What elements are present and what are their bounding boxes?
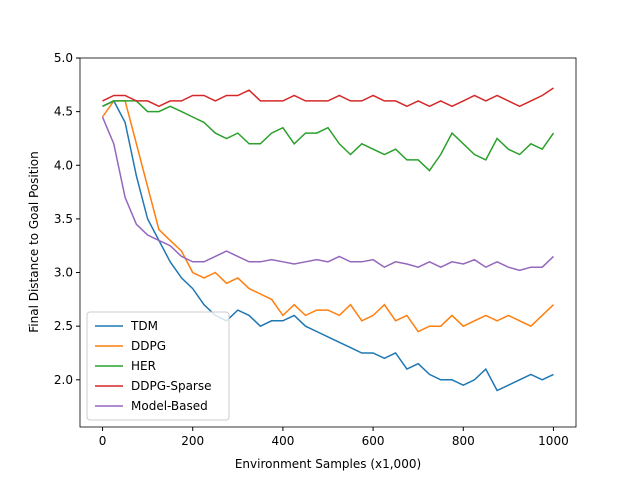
y-tick-label: 5.0 — [54, 51, 73, 65]
legend-box — [86, 311, 230, 421]
plot-frame — [79, 57, 577, 428]
y-tick-label: 4.5 — [54, 105, 73, 119]
y-axis-label: Final Distance to Goal Position — [27, 151, 41, 332]
series-line — [102, 99, 554, 392]
legend-label: TDM — [130, 319, 158, 333]
x-tick-label: 200 — [181, 434, 204, 448]
y-tick-label: 4.0 — [54, 158, 73, 172]
series-line — [102, 100, 555, 172]
legend-label: DDPG-Sparse — [131, 379, 212, 393]
legend-label: HER — [131, 359, 156, 373]
y-tick-label: 2.0 — [54, 373, 73, 387]
legend-label: Model-Based — [131, 399, 208, 413]
y-tick-label: 3.5 — [54, 212, 73, 226]
x-axis-label: Environment Samples (x1,000) — [235, 457, 421, 471]
x-tick-label: 400 — [271, 434, 294, 448]
series-line — [101, 100, 555, 333]
y-tick-label: 2.5 — [54, 319, 73, 333]
x-tick-label: 1000 — [538, 434, 569, 448]
y-tick-label: 3.0 — [54, 266, 73, 280]
x-tick-label: 800 — [452, 434, 475, 448]
x-tick-label: 600 — [362, 434, 385, 448]
series-line — [101, 116, 555, 272]
series-line — [102, 87, 554, 108]
x-tick-label: 0 — [99, 434, 107, 448]
legend-label: DDPG — [131, 339, 166, 353]
